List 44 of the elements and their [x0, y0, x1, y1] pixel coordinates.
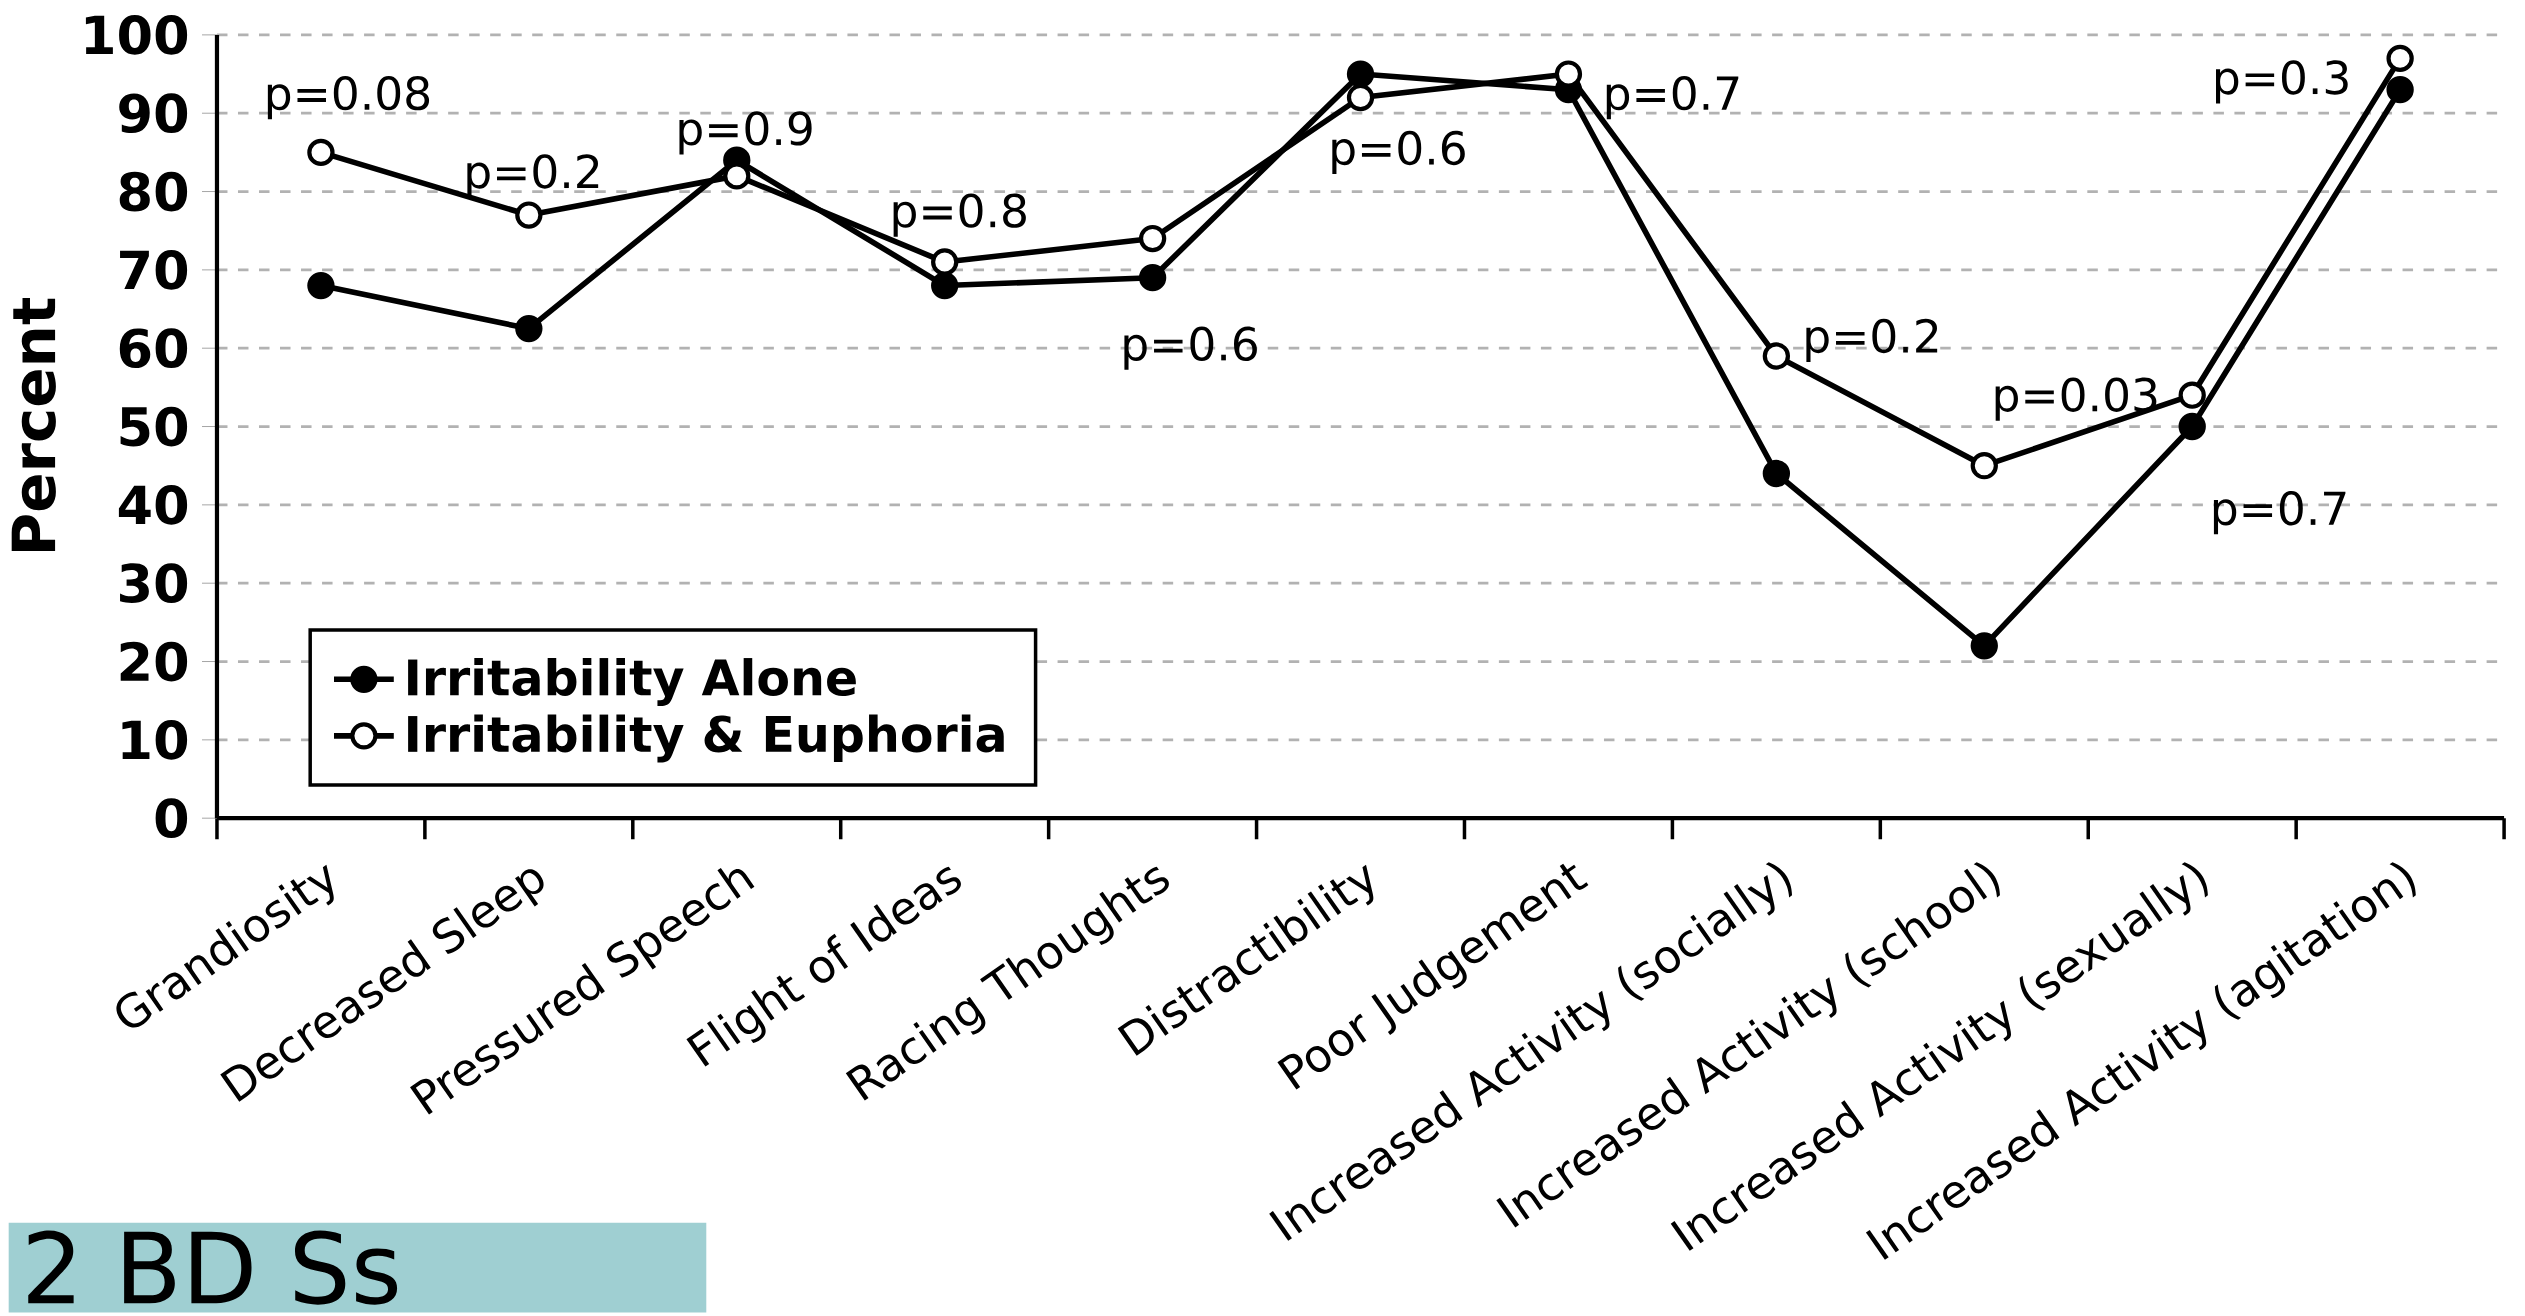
- annotation: p=0.3: [2216, 60, 2348, 104]
- point: [515, 201, 543, 229]
- y-tick-label: 90: [119, 93, 188, 133]
- annotation: p=0.6: [1124, 326, 1257, 370]
- point: [2386, 75, 2414, 104]
- y-tick-label: 50: [120, 406, 188, 447]
- y-tick-label: 20: [120, 641, 188, 682]
- y-tick-label: 100: [85, 14, 188, 55]
- annotation: p=0.6: [1332, 130, 1465, 174]
- y-tick-label: 0: [155, 798, 188, 838]
- point: [1970, 632, 1998, 660]
- point: [2178, 412, 2206, 441]
- legend-label: Irritability & Euphoria: [408, 714, 1004, 763]
- annotation: p=0.7: [1606, 75, 1739, 119]
- point: [307, 271, 335, 300]
- point: [1346, 60, 1375, 88]
- y-axis-title: Percent: [11, 297, 56, 551]
- point: [1762, 342, 1791, 370]
- point: [1970, 451, 1998, 480]
- y-tick-label: 10: [122, 719, 188, 760]
- y-tick-label: 80: [119, 171, 188, 212]
- annotation: p=0.9: [679, 110, 812, 155]
- annotation: p=0.03: [1995, 377, 2157, 421]
- y-tick-label: 30: [120, 563, 188, 603]
- point: [1138, 224, 1167, 253]
- annotation: p=0.7: [2213, 490, 2346, 535]
- point: [2178, 381, 2206, 409]
- point: [2386, 44, 2414, 72]
- point: [1762, 459, 1791, 487]
- point: [931, 271, 959, 300]
- annotation: p=0.8: [893, 193, 1026, 237]
- annotation: p=0.2: [1806, 318, 1938, 362]
- y-tick-label: 70: [120, 249, 188, 290]
- point: [1138, 263, 1167, 292]
- point: [1346, 83, 1375, 112]
- y-tick-label: 60: [119, 328, 188, 368]
- y-tick-label: 40: [118, 484, 188, 525]
- annotation: p=0.2: [467, 154, 599, 198]
- point: [931, 248, 959, 276]
- point: [307, 138, 335, 166]
- text: 2 BD Ss: [28, 1230, 398, 1305]
- legend-label: Irritability Alone: [408, 657, 856, 706]
- annotation: p=0.08: [267, 75, 430, 119]
- point: [515, 314, 543, 343]
